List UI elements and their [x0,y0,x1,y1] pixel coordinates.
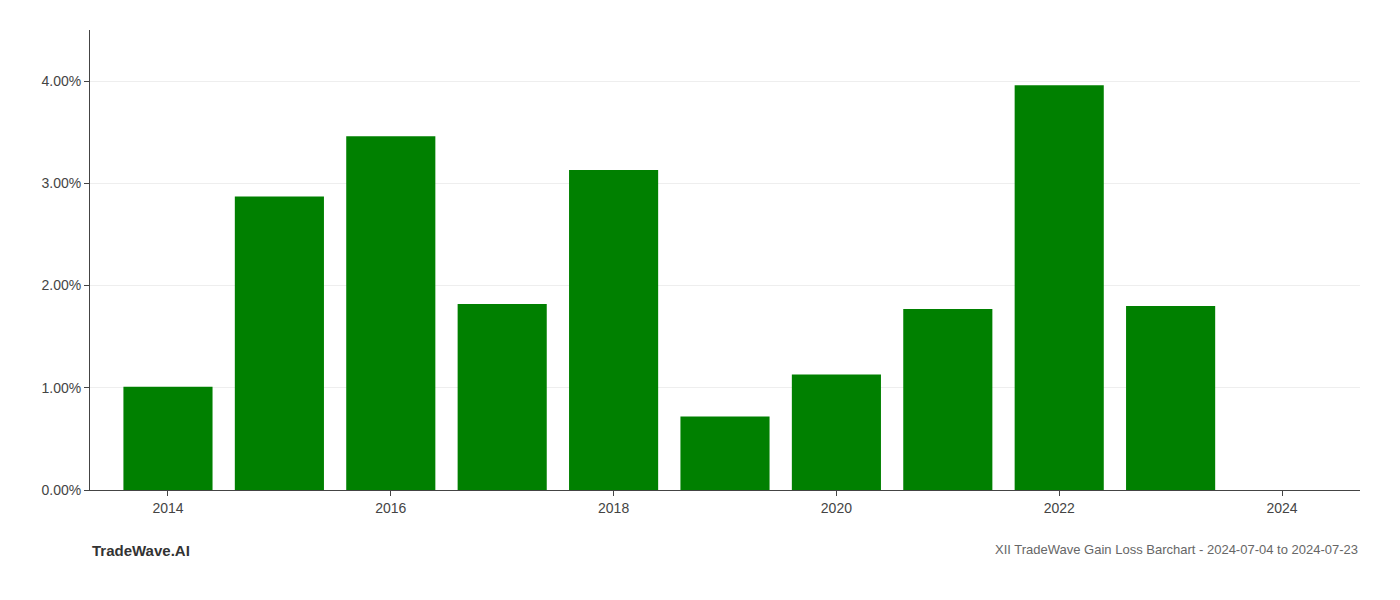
svg-text:TradeWave.AI: TradeWave.AI [92,542,190,559]
svg-text:1.00%: 1.00% [41,380,81,396]
svg-text:2014: 2014 [152,500,183,516]
svg-text:2018: 2018 [598,500,629,516]
svg-text:3.00%: 3.00% [41,175,81,191]
svg-text:2022: 2022 [1044,500,1075,516]
svg-text:2020: 2020 [821,500,852,516]
svg-text:4.00%: 4.00% [41,73,81,89]
svg-text:2016: 2016 [375,500,406,516]
svg-text:2024: 2024 [1266,500,1297,516]
svg-text:XII TradeWave Gain Loss Barcha: XII TradeWave Gain Loss Barchart - 2024-… [995,542,1358,557]
svg-text:0.00%: 0.00% [41,482,81,498]
svg-text:2.00%: 2.00% [41,277,81,293]
